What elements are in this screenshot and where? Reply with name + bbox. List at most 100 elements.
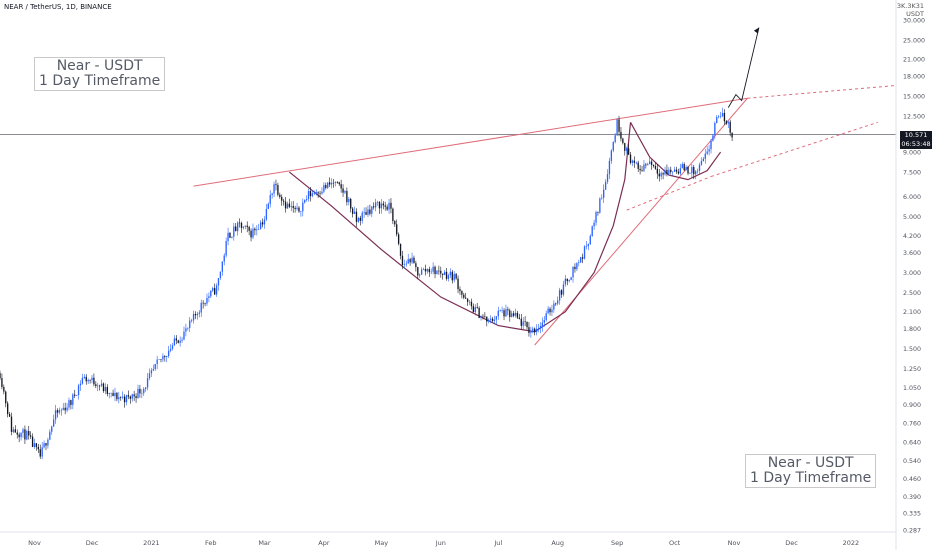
y-tick-label: 0.390 [903,494,921,501]
candle-body [541,322,544,327]
candle-body [520,318,522,326]
candle-body [164,356,166,358]
candle-body [405,263,407,265]
candle [422,267,425,271]
candle-body [261,222,264,225]
candle-body [332,182,335,184]
candle [238,218,241,228]
bar-countdown: 06:53:48 [901,139,931,148]
candle [608,157,611,180]
candle-body [49,431,51,440]
candle [254,227,256,236]
candle-body [307,191,310,200]
candle [545,310,547,322]
candle [512,310,515,318]
candle-body [374,202,377,208]
candle-body [601,197,603,199]
candle [493,315,496,324]
candle-body [411,257,413,263]
candle [656,164,659,179]
candle-body [488,319,490,322]
candle-body [204,303,206,304]
candle [405,260,407,267]
candle [167,345,170,359]
candle [129,395,131,404]
candle [691,163,693,179]
candle-body [217,277,220,286]
candle-body [557,300,559,304]
candle [273,181,275,198]
candle [240,221,243,233]
candle-body [622,138,624,144]
candle [547,305,549,315]
candle-body [566,278,568,282]
y-tick-label: 0.460 [903,476,921,483]
candle-body [568,279,570,282]
candle [633,156,636,168]
candle-body [511,313,513,318]
candle-body [108,392,110,394]
candle-body [683,164,685,171]
candle-body [189,320,191,328]
candle-body [503,310,505,317]
candle-body [139,388,141,394]
candle [179,336,181,347]
candle [148,368,151,381]
candle-body [125,395,128,403]
candle-body [457,278,459,290]
candle-body [100,383,103,386]
candle [143,387,145,396]
candle [382,201,384,210]
candle [428,266,430,277]
candle [654,162,657,170]
candle-body [173,338,176,346]
candle [162,353,164,363]
candle [466,298,469,306]
candle-body [3,387,5,392]
y-tick-label: 0.760 [903,421,921,428]
candle-body [432,266,434,272]
candle-body [704,153,706,159]
candle [626,146,628,154]
candle-body [177,340,179,343]
candle [56,408,59,418]
candle [49,429,51,441]
candle-body [501,310,503,311]
candle-body [409,259,411,263]
annotation-text-bottom-right[interactable]: Near - USDT 1 Day Timeframe [745,454,877,488]
candle [304,199,306,204]
x-tick-label: Jun [435,539,446,547]
candle-body [443,271,446,275]
candle-body [229,232,231,238]
annotation-text-top-left[interactable]: Near - USDT 1 Day Timeframe [34,57,166,91]
candle-body [198,312,200,314]
candle [374,198,377,212]
candle-body [388,202,390,210]
candle-body [415,263,417,268]
candle-body [22,429,24,433]
candle-body [664,169,666,175]
candle [624,142,626,156]
candle [344,190,346,195]
candle [572,266,574,283]
candle [478,306,480,319]
candle [244,225,246,230]
candle [305,195,308,202]
candle-body [624,143,626,151]
candle-body [31,436,34,447]
candle [14,425,17,433]
candle-body [52,419,55,427]
candle [123,394,126,408]
candle-body [522,321,524,326]
candle-body [420,269,423,275]
candle-body [534,328,536,333]
candle [284,196,287,213]
candle-body [369,209,371,214]
candle-body [585,246,588,247]
candle [139,384,141,398]
candle [363,207,365,218]
candle [256,225,258,236]
candle [595,210,597,226]
